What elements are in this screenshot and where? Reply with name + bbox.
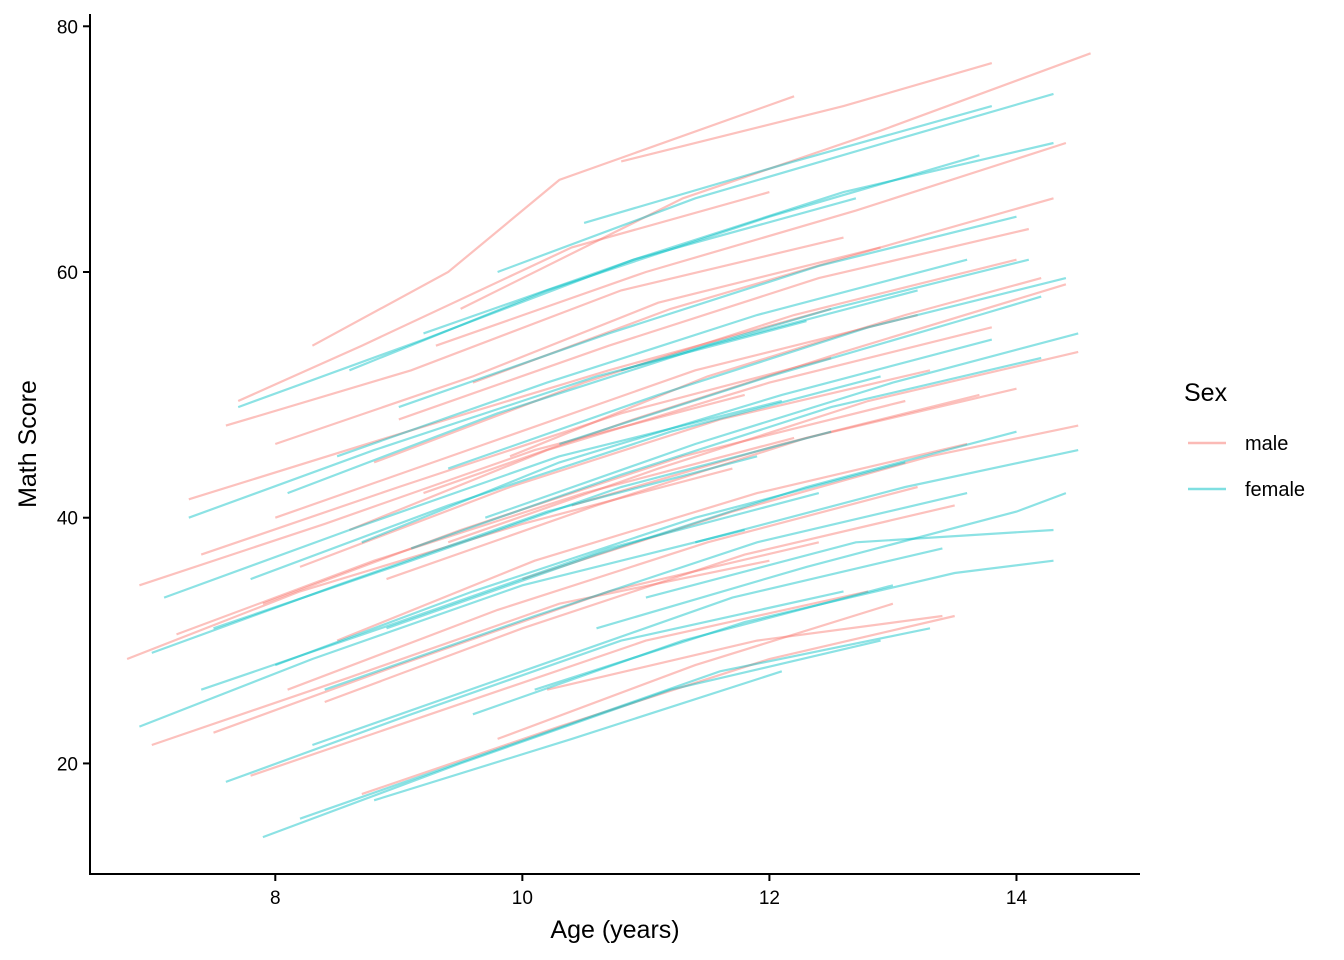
female-line-5	[163, 399, 783, 599]
male-line-11	[250, 590, 869, 777]
female-line-18	[386, 430, 1017, 630]
x-ticks: 8 10 12 14	[270, 874, 1027, 909]
male-line-24	[200, 356, 832, 556]
male-line-3	[620, 62, 993, 163]
female-line-20	[447, 277, 1067, 470]
male-line-2	[460, 52, 1091, 310]
female-line-23	[250, 375, 881, 581]
female-line-15	[645, 528, 1054, 599]
female-line-30	[200, 492, 820, 691]
male-line-25	[472, 197, 1054, 384]
male-line-1	[311, 95, 795, 347]
female-line-3	[583, 105, 993, 224]
female-line-32	[620, 258, 1030, 372]
male-line-16	[386, 387, 1017, 581]
x-tick-label: 12	[759, 888, 780, 909]
female-line-9	[262, 639, 881, 839]
legend-label-male: male	[1245, 433, 1288, 455]
female-line-8	[225, 590, 844, 783]
male-line-9	[151, 559, 770, 747]
x-tick-label: 14	[1006, 888, 1028, 909]
male-line-10	[213, 541, 820, 734]
female-line-6	[151, 455, 758, 654]
male-line-8	[126, 467, 733, 661]
female-line-31	[213, 430, 832, 630]
female-line-22	[287, 289, 918, 495]
female-line-24	[361, 338, 993, 544]
male-line-28	[571, 393, 980, 507]
male-line-4	[225, 236, 844, 427]
female-line-16	[695, 449, 1079, 544]
male-line-13	[497, 602, 894, 740]
male-line-15	[336, 442, 968, 642]
male-line-5	[274, 246, 881, 446]
male-line-0	[237, 191, 770, 403]
plot-lines	[126, 52, 1091, 839]
female-line-17	[324, 492, 968, 691]
legend-label-female: female	[1245, 479, 1305, 501]
male-line-29	[274, 313, 918, 519]
female-line-2	[497, 92, 1054, 274]
male-line-32	[522, 424, 1079, 581]
female-line-29	[423, 141, 1054, 335]
male-line-21	[287, 485, 918, 691]
male-line-20	[262, 399, 906, 605]
x-tick-label: 10	[512, 888, 533, 909]
y-axis-title: Math Score	[14, 380, 42, 508]
female-line-12	[472, 584, 894, 716]
female-line-33	[312, 547, 943, 747]
axes: 8 10 12 14 20 40 60 80	[57, 14, 1140, 909]
male-line-30	[176, 436, 795, 636]
female-line-11	[373, 670, 783, 802]
male-line-6	[188, 307, 832, 501]
female-line-13	[534, 559, 1054, 691]
male-line-19	[348, 326, 993, 532]
female-line-0	[237, 197, 857, 409]
y-tick-label: 60	[57, 263, 78, 284]
male-line-23	[373, 258, 1017, 464]
legend-title: Sex	[1184, 379, 1228, 407]
y-ticks: 20 40 60 80	[57, 17, 90, 775]
female-line-10	[299, 627, 931, 820]
x-axis-title: Age (years)	[550, 916, 679, 944]
male-line-27	[324, 504, 955, 704]
female-line-26	[559, 295, 1042, 446]
female-line-21	[398, 215, 1017, 409]
female-line-19	[410, 356, 1042, 550]
male-line-33	[299, 369, 931, 568]
y-tick-label: 20	[57, 754, 78, 775]
male-line-12	[361, 614, 955, 796]
male-line-17	[423, 283, 1067, 495]
male-line-7	[139, 393, 745, 587]
female-line-14	[596, 492, 1067, 630]
legend-entries: male female	[1188, 433, 1305, 501]
female-line-4	[188, 320, 807, 519]
male-line-14	[546, 614, 943, 691]
male-line-18	[398, 227, 1030, 421]
y-tick-label: 80	[57, 17, 78, 38]
female-line-1	[348, 154, 980, 372]
female-line-28	[336, 258, 968, 458]
female-line-27	[274, 461, 906, 667]
male-line-26	[509, 277, 1042, 458]
legend: Sex male female	[1184, 379, 1305, 501]
female-line-7	[138, 528, 745, 728]
male-line-22	[447, 350, 1079, 544]
x-tick-label: 8	[270, 888, 281, 909]
female-line-25	[484, 332, 1079, 519]
male-line-31	[435, 141, 1067, 347]
y-tick-label: 40	[57, 509, 78, 530]
